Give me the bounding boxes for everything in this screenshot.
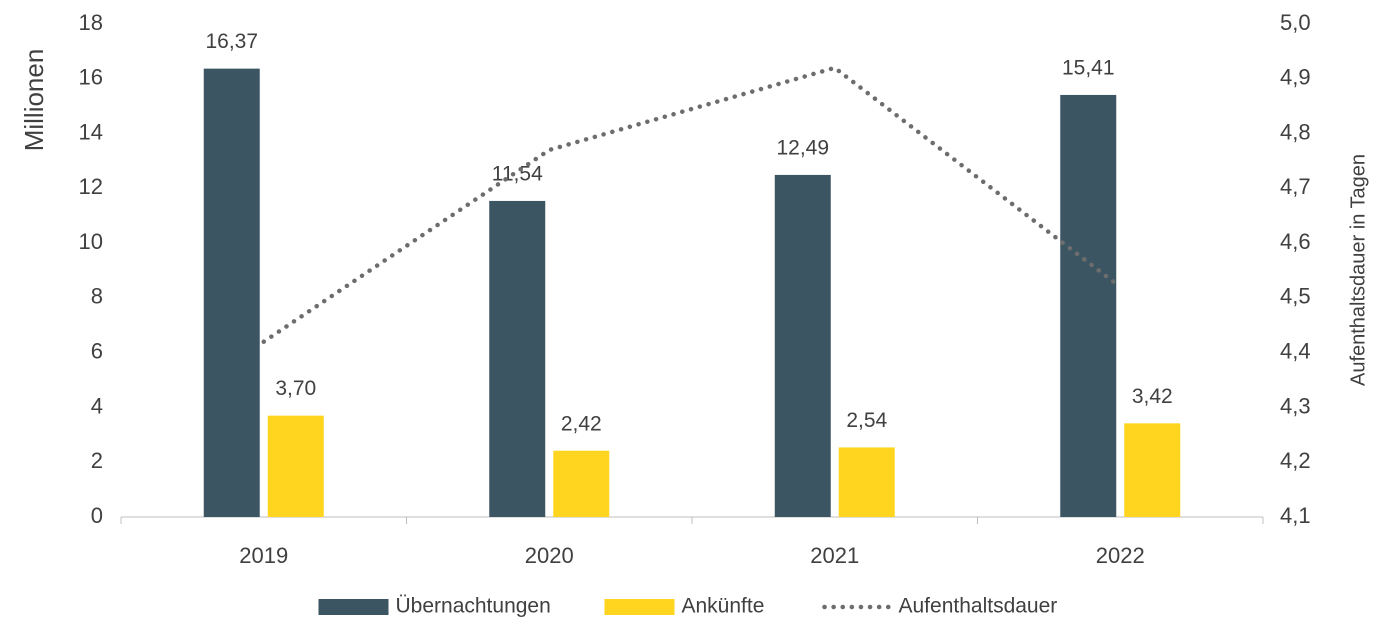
y2-tick-label: 4,7: [1280, 174, 1311, 199]
y2-tick-label: 4,2: [1280, 448, 1311, 473]
x-tick-label: 2021: [810, 543, 859, 568]
y-tick-label: 10: [79, 229, 103, 254]
legend-swatch: [604, 599, 675, 615]
y-tick-label: 14: [79, 119, 103, 144]
x-tick-label: 2019: [239, 543, 288, 568]
data-label: 3,70: [275, 377, 316, 400]
bar: [1060, 94, 1117, 517]
data-label: 12,49: [776, 136, 829, 159]
x-tick-label: 2022: [1096, 543, 1145, 568]
bar: [1124, 423, 1181, 517]
bar: [774, 174, 831, 517]
data-label: 16,37: [205, 30, 258, 53]
data-label: 15,41: [1062, 56, 1115, 79]
legend-label: Übernachtungen: [396, 595, 551, 618]
y-tick-label: 18: [79, 10, 103, 35]
x-tick-label: 2020: [525, 543, 574, 568]
y2-axis-title: Aufenthaltsdauer in Tagen: [1347, 154, 1369, 386]
y-tick-label: 0: [91, 503, 103, 528]
y-tick-label: 2: [91, 448, 103, 473]
data-label: 3,42: [1132, 385, 1173, 408]
legend-label: Aufenthaltsdauer: [899, 595, 1058, 618]
y2-tick-label: 4,1: [1280, 503, 1311, 528]
y-axis-title: Millionen: [19, 49, 49, 152]
legend-swatch: [318, 599, 389, 615]
y2-tick-label: 4,9: [1280, 65, 1311, 90]
data-label: 2,42: [561, 412, 602, 435]
data-label: 11,54: [492, 162, 543, 185]
y2-tick-label: 5,0: [1280, 10, 1311, 35]
y2-tick-label: 4,5: [1280, 284, 1311, 309]
y-tick-label: 12: [79, 174, 103, 199]
bar: [553, 450, 610, 517]
data-label: 2,54: [846, 409, 887, 432]
y2-tick-label: 4,4: [1280, 338, 1311, 363]
y-tick-label: 6: [91, 338, 103, 363]
bar: [267, 415, 324, 517]
line: [261, 65, 1123, 344]
legend-label: Ankünfte: [682, 595, 765, 618]
bar: [838, 447, 895, 517]
bar: [489, 200, 546, 517]
y2-tick-label: 4,3: [1280, 393, 1311, 418]
y2-tick-label: 4,6: [1280, 229, 1311, 254]
y-tick-label: 4: [91, 393, 103, 418]
y2-tick-label: 4,8: [1280, 119, 1311, 144]
y-tick-label: 8: [91, 284, 103, 309]
bar: [203, 68, 260, 517]
y-tick-label: 16: [79, 65, 103, 90]
